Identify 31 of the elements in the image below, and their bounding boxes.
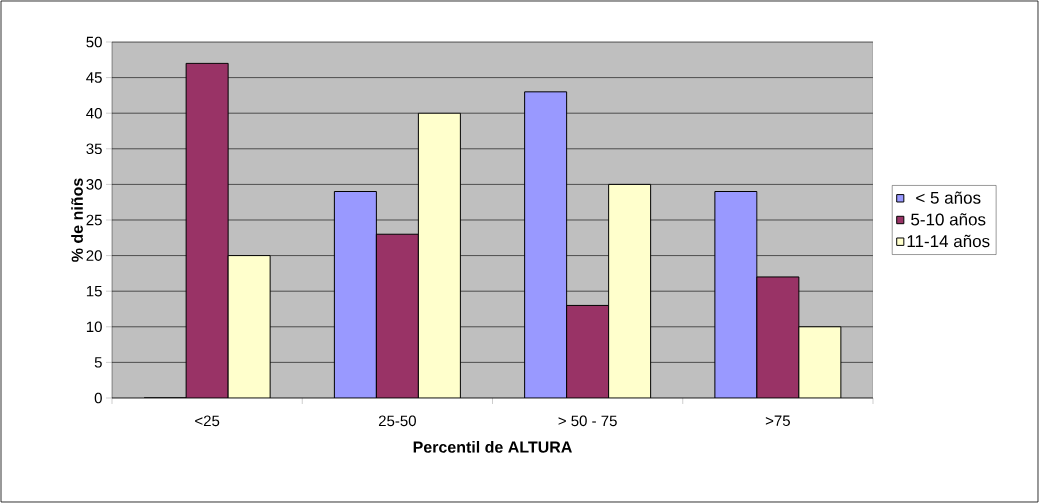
bar: [608, 183, 652, 398]
bar: [714, 191, 758, 398]
legend-label: < 5 años: [916, 191, 981, 204]
bar: [524, 91, 568, 398]
bar: [798, 326, 842, 398]
x-axis-title: Percentil de ALTURA: [413, 441, 572, 453]
bar: [333, 191, 377, 398]
y-tick-label: 5: [94, 357, 102, 368]
y-tick-label: 45: [86, 72, 102, 83]
legend-label: 11-14 años: [907, 234, 990, 248]
x-tick-label: <25: [195, 415, 220, 427]
y-tick-label: 15: [86, 285, 102, 297]
y-tick-label: 40: [86, 107, 102, 119]
y-tick-label: 35: [86, 143, 102, 155]
x-tick-label: >75: [765, 415, 790, 426]
bar: [756, 276, 800, 398]
y-tick-label: 30: [86, 179, 102, 190]
y-axis-title: % de niños: [71, 178, 83, 262]
y-tick-label: 50: [86, 36, 102, 48]
bar: [417, 112, 461, 398]
x-tick-label: > 50 - 75: [558, 415, 617, 427]
y-tick-label: 0: [94, 392, 102, 404]
bar: [185, 62, 229, 398]
y-tick-label: 25: [86, 214, 102, 226]
legend-label: 5-10 años: [911, 213, 986, 226]
x-tick-label: 25-50: [378, 415, 416, 427]
bar: [566, 304, 610, 398]
y-tick-label: 10: [86, 321, 102, 333]
y-tick-label: 20: [86, 250, 102, 261]
bar: [227, 255, 271, 398]
bar: [375, 233, 419, 398]
